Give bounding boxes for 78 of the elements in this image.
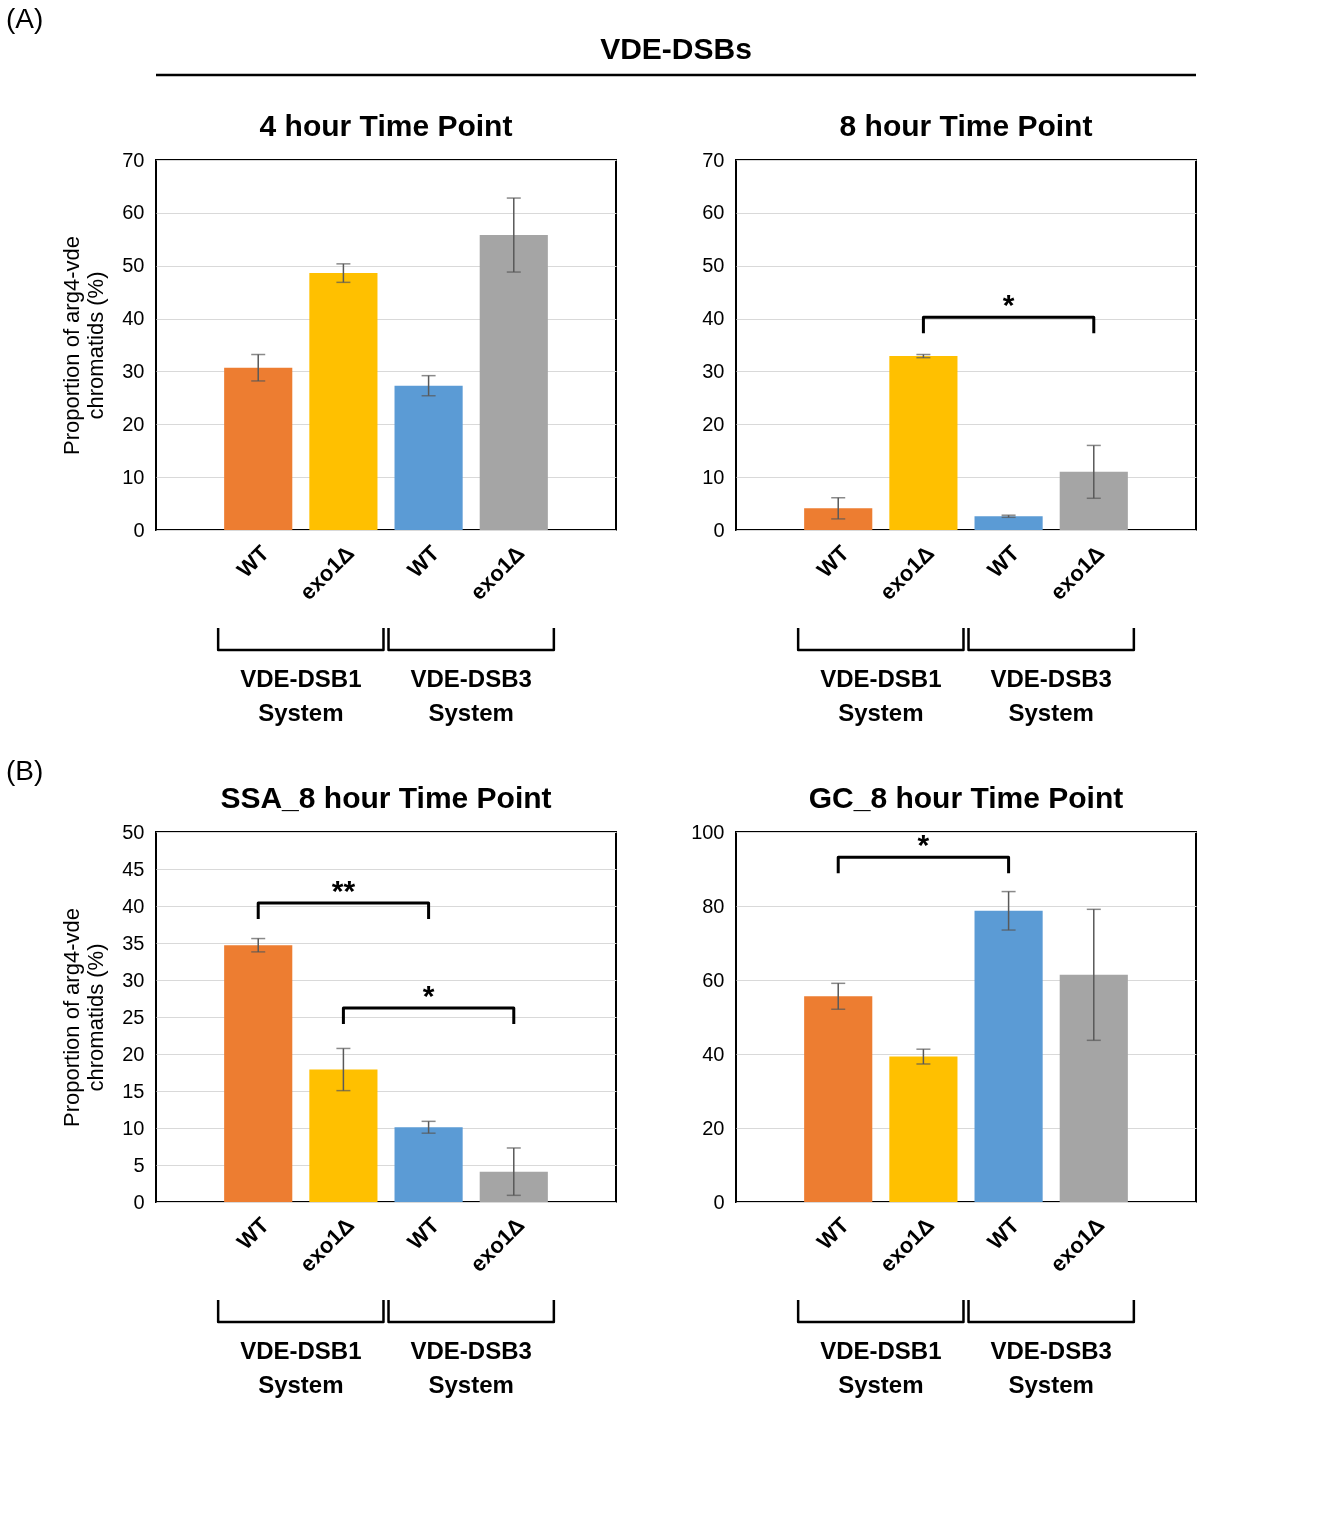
y-tick-label: 60 <box>702 201 725 224</box>
y-tick-label: 45 <box>122 857 145 880</box>
bar <box>224 367 293 530</box>
x-tick-label: WT <box>811 539 855 583</box>
y-tick-label: 0 <box>133 518 145 541</box>
y-tick-label: 5 <box>133 1153 145 1176</box>
bar <box>309 1069 378 1202</box>
y-tick-label: 40 <box>702 1042 725 1065</box>
y-tick-label: 60 <box>702 968 725 991</box>
y-tick-label: 60 <box>122 201 145 224</box>
y-tick-label: 40 <box>122 894 145 917</box>
y-tick-label: 15 <box>122 1079 145 1102</box>
y-tick-label: 25 <box>122 1005 145 1028</box>
y-tick-label: 50 <box>122 820 145 843</box>
y-tick-label: 100 <box>691 820 725 843</box>
y-tick-label: 10 <box>122 465 145 488</box>
text: VDE-DSB3 System <box>410 665 532 726</box>
bar <box>804 508 873 530</box>
annotation: ** <box>331 874 356 908</box>
y-tick-label: 20 <box>122 412 145 435</box>
y-tick-label: 30 <box>122 968 145 991</box>
text: (A) <box>6 3 44 34</box>
text: VDE-DSB1 System <box>240 665 362 726</box>
text: VDE-DSB1 System <box>240 1337 362 1398</box>
y-tick-label: 10 <box>702 465 725 488</box>
y-tick-label: 40 <box>702 307 725 330</box>
bar <box>889 1056 958 1202</box>
y-tick-label: 30 <box>702 359 725 382</box>
y-tick-label: 0 <box>713 518 725 541</box>
bar <box>394 1127 463 1202</box>
x-tick-label: WT <box>982 1211 1025 1255</box>
x-tick-label: WT <box>231 539 275 583</box>
y-tick-label: 80 <box>702 894 725 917</box>
x-tick-label: WT <box>402 539 445 583</box>
text: VDE-DSB1 System <box>820 1337 942 1398</box>
chart-title: SSA_8 hour Time Point <box>220 781 552 814</box>
bar <box>1059 974 1128 1202</box>
y-axis-title: Proportion of arg4-vde chromatids (%) <box>59 908 109 1127</box>
y-tick-label: 0 <box>133 1190 145 1213</box>
y-tick-label: 10 <box>122 1116 145 1139</box>
x-tick-label: WT <box>231 1211 275 1255</box>
annotation: * <box>422 979 435 1013</box>
bar <box>974 910 1043 1202</box>
y-tick-label: 70 <box>702 148 725 171</box>
x-tick-label: WT <box>402 1211 445 1255</box>
y-axis-title: Proportion of arg4-vde chromatids (%) <box>59 236 109 455</box>
y-tick-label: 50 <box>702 254 725 277</box>
bar <box>309 273 378 530</box>
bar <box>224 945 293 1202</box>
text: VDE-DSB3 System <box>990 665 1112 726</box>
text: (B) <box>6 755 44 786</box>
chart-title: 8 hour Time Point <box>839 109 1093 142</box>
x-tick-label: WT <box>982 539 1025 583</box>
bar <box>394 385 463 530</box>
y-tick-label: 20 <box>122 1042 145 1065</box>
text: VDE-DSBs <box>600 32 752 65</box>
bar <box>889 356 958 530</box>
y-tick-label: 35 <box>122 931 145 954</box>
annotation: * <box>917 828 930 862</box>
text: VDE-DSB1 System <box>820 665 942 726</box>
y-tick-label: 30 <box>122 359 145 382</box>
y-tick-label: 20 <box>702 412 725 435</box>
chart-title: GC_8 hour Time Point <box>808 781 1124 814</box>
bar <box>1059 471 1128 530</box>
chart-title: 4 hour Time Point <box>259 109 513 142</box>
bar <box>804 996 873 1202</box>
bar <box>479 235 548 530</box>
y-tick-label: 70 <box>122 148 145 171</box>
y-tick-label: 50 <box>122 254 145 277</box>
y-tick-label: 20 <box>702 1116 725 1139</box>
text: VDE-DSB3 System <box>990 1337 1112 1398</box>
bar <box>974 516 1043 530</box>
y-tick-label: 0 <box>713 1190 725 1213</box>
text: VDE-DSB3 System <box>410 1337 532 1398</box>
annotation: * <box>1002 288 1015 322</box>
bar <box>479 1171 548 1202</box>
y-tick-label: 40 <box>122 307 145 330</box>
x-tick-label: WT <box>811 1211 855 1255</box>
